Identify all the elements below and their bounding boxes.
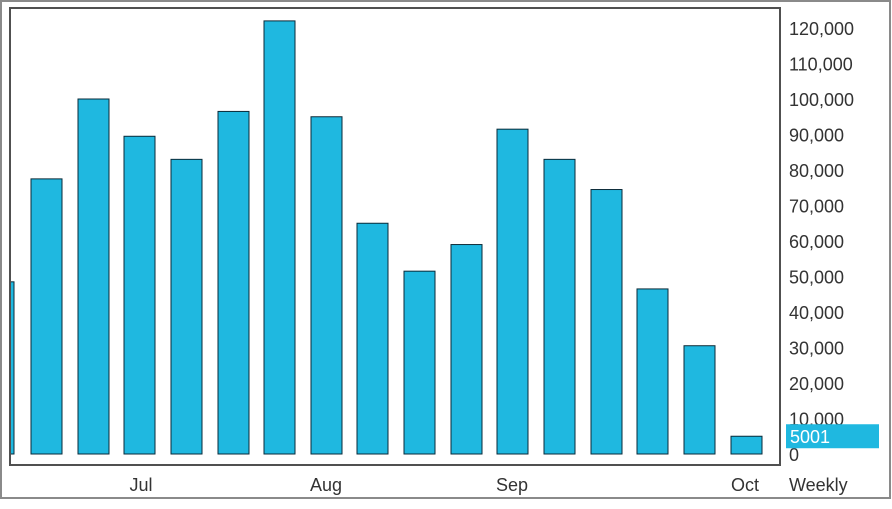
y-tick-label: 0 bbox=[789, 445, 799, 465]
bar-10 bbox=[450, 244, 483, 455]
bar-14 bbox=[636, 288, 669, 455]
bar-0 bbox=[10, 281, 15, 455]
bar-15 bbox=[683, 345, 716, 455]
y-axis: 010,00020,00030,00040,00050,00060,00070,… bbox=[789, 19, 854, 465]
y-tick-label: 30,000 bbox=[789, 339, 844, 359]
last-value-label: 5001 bbox=[790, 427, 830, 447]
bar-4 bbox=[170, 158, 203, 455]
plot-frame bbox=[9, 7, 781, 466]
last-value-badge-bg bbox=[786, 424, 879, 449]
bar-1 bbox=[30, 178, 63, 455]
x-axis: Jul Aug Sep Oct bbox=[129, 475, 759, 495]
bar-16 bbox=[730, 435, 763, 455]
x-month-label: Oct bbox=[731, 475, 759, 495]
bars-layer bbox=[10, 20, 763, 455]
bar-12 bbox=[543, 158, 576, 455]
y-tick-label: 100,000 bbox=[789, 90, 854, 110]
x-month-label: Sep bbox=[496, 475, 528, 495]
frame-layer bbox=[0, 0, 891, 499]
y-tick-label: 80,000 bbox=[789, 161, 844, 181]
bar-3 bbox=[123, 135, 156, 455]
y-tick-label: 50,000 bbox=[789, 268, 844, 288]
y-tick-label: 120,000 bbox=[789, 19, 854, 39]
period-label: Weekly bbox=[789, 475, 848, 495]
bar-11 bbox=[496, 128, 529, 455]
bar-9 bbox=[403, 270, 436, 455]
x-month-label: Aug bbox=[310, 475, 342, 495]
y-tick-label: 110,000 bbox=[789, 55, 853, 75]
y-tick-label: 40,000 bbox=[789, 303, 844, 323]
bar-13 bbox=[590, 189, 623, 455]
y-tick-label: 60,000 bbox=[789, 232, 844, 252]
y-tick-label: 20,000 bbox=[789, 374, 844, 394]
bar-5 bbox=[217, 110, 250, 455]
outer-border bbox=[0, 0, 891, 499]
bar-7 bbox=[310, 116, 343, 455]
y-tick-label: 90,000 bbox=[789, 126, 844, 146]
last-value-badge: 5001 bbox=[786, 424, 879, 449]
x-month-label: Jul bbox=[129, 475, 152, 495]
bar-6 bbox=[263, 20, 296, 455]
y-tick-label: 70,000 bbox=[789, 197, 844, 217]
bar-8 bbox=[356, 222, 389, 455]
bar-2 bbox=[77, 98, 110, 455]
